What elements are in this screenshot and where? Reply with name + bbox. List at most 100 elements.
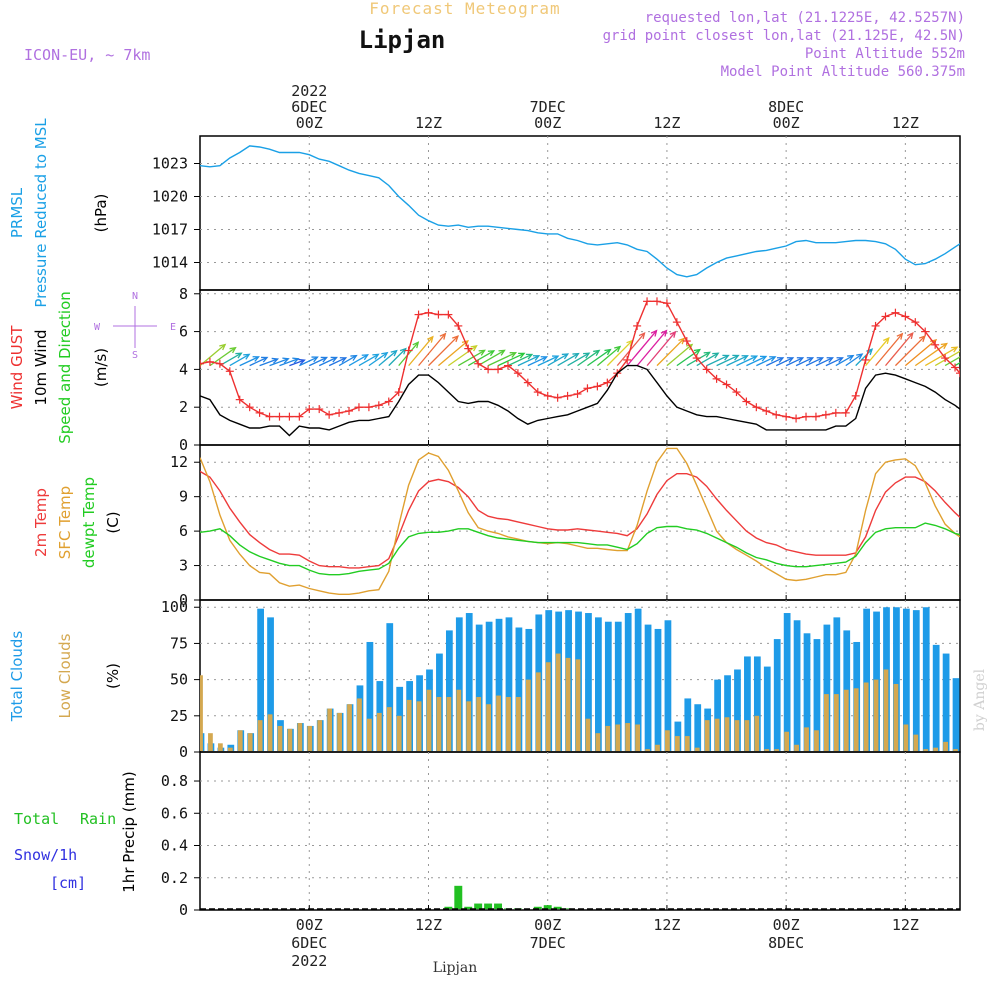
low-cloud-bar (814, 730, 819, 751)
gust-marker (702, 365, 711, 374)
wind-arrow (229, 353, 251, 367)
precip-ytick-label: 0.8 (161, 772, 188, 790)
total-cloud-bar (684, 698, 692, 751)
pressure-ytick-label: 1020 (152, 188, 188, 206)
wind-arrow-head (219, 343, 227, 351)
wind-arrow-shaft (438, 340, 469, 367)
temperature-ytick-label: 9 (179, 488, 188, 506)
wind-arrow (507, 353, 534, 367)
bottom-time-label: 12Z (892, 916, 919, 934)
top-time-label: 6DEC (291, 98, 327, 116)
wind-arrow-head (552, 355, 560, 362)
pressure-frame (199, 135, 961, 291)
wind-arrow-head (907, 331, 914, 340)
wind-arrow-shaft (805, 357, 823, 367)
temperature-ytick-label: 12 (170, 453, 188, 471)
coordinate-info-line: grid point closest lon,lat (21.125E, 42.… (603, 28, 965, 44)
total-cloud-bar (942, 653, 950, 751)
wind-frame (199, 289, 961, 446)
gust-marker (563, 391, 572, 400)
rain-bar (444, 906, 453, 909)
low-cloud-bar (257, 720, 263, 751)
wind-arrow (577, 349, 601, 367)
low-cloud-bar (933, 747, 939, 751)
clouds-series-group (200, 607, 960, 751)
gust-marker (335, 408, 344, 417)
wind-arrow (835, 354, 855, 367)
gust-marker (325, 410, 334, 419)
gust-marker (891, 308, 900, 317)
bottom-time-label: 6DEC (291, 934, 327, 952)
wind-arrow-head (572, 352, 580, 359)
temperature-title: SFC Temp (56, 486, 74, 559)
wind-arrow (547, 353, 570, 367)
total-cloud-bar (714, 679, 721, 751)
wind-arrow-head (229, 346, 237, 354)
total-cloud-bar (634, 608, 642, 751)
total-cloud-bar (455, 617, 463, 751)
low-cloud-bar (724, 717, 730, 751)
total-cloud-bar (595, 617, 602, 751)
gust-marker (951, 363, 960, 372)
wind-arrow-shaft (457, 349, 485, 367)
wind-arrow (656, 337, 686, 367)
wind-arrow-shaft (467, 350, 495, 367)
total-cloud-bar (267, 617, 274, 751)
gust-marker (255, 408, 264, 417)
top-time-label: 8DEC (768, 98, 804, 116)
wind-arrow (358, 353, 380, 367)
low-cloud-bar (684, 736, 690, 751)
panel-pressure: 1014 1017 1020 1023 PRMSL Pressure Reduced to… (8, 118, 961, 308)
low-cloud-bar (287, 728, 293, 751)
wind-arrow-shaft (527, 356, 547, 367)
compass-east: E (170, 322, 176, 333)
coordinate-info-line: Point Altitude 552m (805, 46, 965, 62)
low-cloud-bar (843, 689, 849, 751)
wind-arrow-head (509, 352, 518, 358)
wind-arrow (954, 351, 980, 367)
bottom-time-label: 00Z (773, 916, 800, 934)
gust-marker (513, 369, 522, 378)
wind-arrow-head (722, 354, 730, 361)
gust-marker (295, 412, 304, 421)
low-cloud-bar (446, 696, 452, 751)
wind-title: Speed and Direction (56, 291, 74, 444)
low-cloud-bar (217, 743, 223, 751)
wind-arrow (845, 353, 864, 367)
wind-arrow-head (235, 352, 243, 359)
wind-arrow-shaft (249, 356, 268, 367)
wind-line-10m-wind (200, 364, 960, 437)
temperature-ytick-label: 6 (179, 522, 188, 540)
top-time-label: 12Z (653, 114, 680, 132)
wind-arrow-head (883, 336, 890, 345)
wind-arrow-head (593, 349, 601, 357)
low-cloud-bar (714, 718, 720, 751)
bottom-time-label: 2022 (291, 952, 327, 970)
temperature-ytick-label: 3 (179, 557, 188, 575)
low-cloud-bar (506, 696, 511, 751)
low-cloud-bar (883, 669, 889, 751)
low-cloud-bar (655, 744, 660, 751)
precip-title: Rain (80, 810, 116, 828)
low-cloud-bar (535, 672, 541, 751)
temperature-title: 2m Temp (32, 488, 50, 557)
panel-wind: 0 2 4 6 8 Wind GUST 10m Wind Speed and Directio… (8, 285, 980, 454)
wind-arrow-head (703, 351, 711, 358)
low-cloud-bar (645, 749, 650, 751)
wind-arrow-head (974, 351, 980, 356)
wind-arrow-shaft (388, 348, 407, 367)
gust-marker (474, 359, 483, 368)
gust-marker (533, 388, 542, 397)
low-cloud-bar (913, 734, 919, 751)
wind-arrow-head (390, 349, 398, 357)
wind-arrow-shaft (577, 349, 600, 367)
wind-arrow-shaft (765, 357, 784, 367)
wind-arrow-shaft (537, 355, 559, 367)
gust-marker (573, 389, 582, 398)
precip-ytick-label: 0.4 (161, 837, 188, 855)
gust-marker (682, 337, 691, 346)
wind-arrow-head (282, 357, 290, 364)
gust-marker (881, 312, 890, 321)
wind-arrow-shaft (259, 358, 278, 367)
total-cloud-bar (257, 608, 264, 751)
